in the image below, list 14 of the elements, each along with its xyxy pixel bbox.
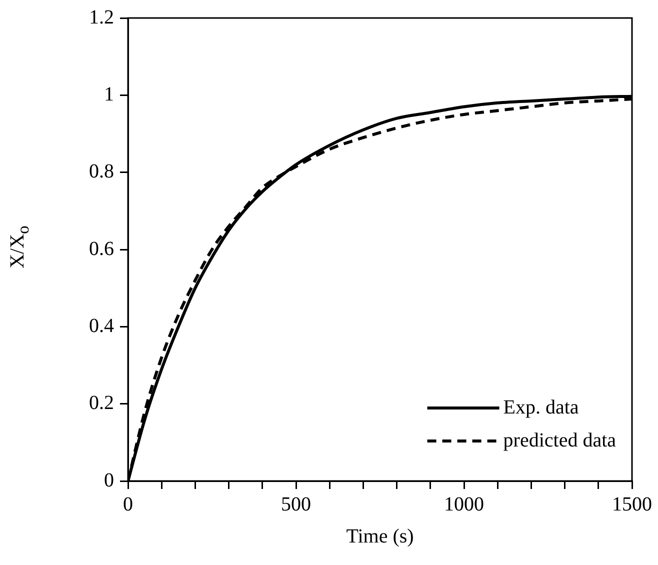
- y-tick-label: 0: [104, 469, 114, 492]
- x-axis-title: Time (s): [346, 525, 414, 548]
- y-tick-label: 1: [104, 83, 114, 106]
- y-tick-label: 0.8: [89, 160, 114, 183]
- legend-label: predicted data: [503, 429, 616, 452]
- x-tick-label: 1000: [444, 493, 484, 516]
- x-tick-label: 1500: [612, 493, 652, 516]
- x-tick-label: 500: [281, 493, 311, 516]
- legend-label: Exp. data: [503, 396, 579, 418]
- y-tick-label: 0.4: [89, 314, 114, 337]
- y-tick-label: 0.2: [89, 392, 114, 414]
- y-tick-label: 1.2: [89, 6, 114, 28]
- y-tick-label: 0.6: [89, 238, 114, 260]
- x-tick-label: 0: [123, 493, 133, 516]
